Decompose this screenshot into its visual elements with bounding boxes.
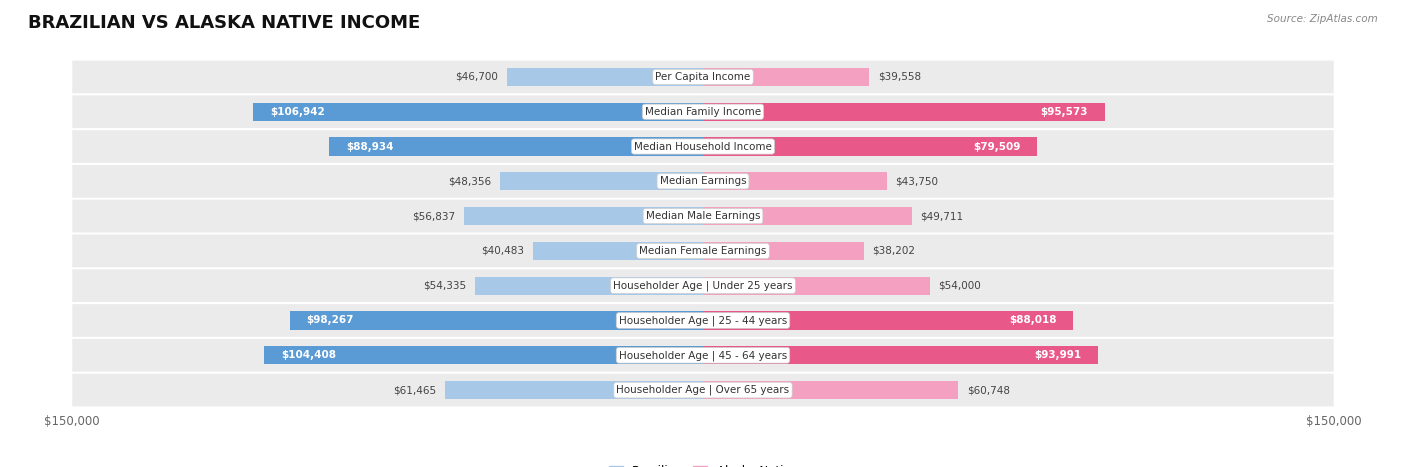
FancyBboxPatch shape xyxy=(72,374,1334,406)
Text: $56,837: $56,837 xyxy=(412,211,456,221)
Text: $40,483: $40,483 xyxy=(481,246,524,256)
Text: $61,465: $61,465 xyxy=(394,385,436,395)
Text: Householder Age | Over 65 years: Householder Age | Over 65 years xyxy=(616,385,790,396)
FancyBboxPatch shape xyxy=(72,95,1334,128)
Text: Householder Age | 45 - 64 years: Householder Age | 45 - 64 years xyxy=(619,350,787,361)
Text: $88,018: $88,018 xyxy=(1008,316,1056,325)
FancyBboxPatch shape xyxy=(72,269,1334,302)
Text: $54,000: $54,000 xyxy=(938,281,981,290)
FancyBboxPatch shape xyxy=(72,339,1334,372)
Bar xyxy=(703,103,1105,121)
Bar xyxy=(703,311,1073,330)
Text: Householder Age | Under 25 years: Householder Age | Under 25 years xyxy=(613,281,793,291)
Bar xyxy=(506,68,703,86)
Bar xyxy=(475,276,703,295)
Text: Median Family Income: Median Family Income xyxy=(645,107,761,117)
Text: Median Male Earnings: Median Male Earnings xyxy=(645,211,761,221)
FancyBboxPatch shape xyxy=(72,200,1334,233)
Text: $95,573: $95,573 xyxy=(1040,107,1088,117)
Bar xyxy=(499,172,703,191)
Legend: Brazilian, Alaska Native: Brazilian, Alaska Native xyxy=(603,460,803,467)
Text: $54,335: $54,335 xyxy=(423,281,467,290)
Bar xyxy=(703,242,863,260)
Text: $106,942: $106,942 xyxy=(270,107,325,117)
Text: $43,750: $43,750 xyxy=(896,177,938,186)
Bar xyxy=(253,103,703,121)
FancyBboxPatch shape xyxy=(72,165,1334,198)
Text: Median Earnings: Median Earnings xyxy=(659,177,747,186)
Bar xyxy=(703,346,1098,364)
Text: Source: ZipAtlas.com: Source: ZipAtlas.com xyxy=(1267,14,1378,24)
FancyBboxPatch shape xyxy=(72,130,1334,163)
Text: $48,356: $48,356 xyxy=(449,177,491,186)
Bar xyxy=(264,346,703,364)
Text: $88,934: $88,934 xyxy=(346,142,394,151)
Text: $46,700: $46,700 xyxy=(456,72,498,82)
Text: Median Household Income: Median Household Income xyxy=(634,142,772,151)
Text: $49,711: $49,711 xyxy=(921,211,963,221)
Bar xyxy=(703,207,912,225)
Text: $38,202: $38,202 xyxy=(872,246,915,256)
Bar xyxy=(464,207,703,225)
FancyBboxPatch shape xyxy=(72,304,1334,337)
Bar xyxy=(703,381,959,399)
Bar xyxy=(290,311,703,330)
Bar xyxy=(329,137,703,156)
Text: Per Capita Income: Per Capita Income xyxy=(655,72,751,82)
Text: $93,991: $93,991 xyxy=(1035,350,1081,360)
Text: Householder Age | 25 - 44 years: Householder Age | 25 - 44 years xyxy=(619,315,787,326)
Bar xyxy=(444,381,703,399)
Bar xyxy=(703,172,887,191)
Bar xyxy=(533,242,703,260)
Bar xyxy=(703,137,1038,156)
Text: BRAZILIAN VS ALASKA NATIVE INCOME: BRAZILIAN VS ALASKA NATIVE INCOME xyxy=(28,14,420,32)
Bar xyxy=(703,276,929,295)
Text: $79,509: $79,509 xyxy=(973,142,1021,151)
Text: $98,267: $98,267 xyxy=(307,316,354,325)
Text: $60,748: $60,748 xyxy=(967,385,1010,395)
Text: $104,408: $104,408 xyxy=(281,350,336,360)
Text: Median Female Earnings: Median Female Earnings xyxy=(640,246,766,256)
FancyBboxPatch shape xyxy=(72,234,1334,267)
Bar xyxy=(703,68,869,86)
FancyBboxPatch shape xyxy=(72,61,1334,93)
Text: $39,558: $39,558 xyxy=(877,72,921,82)
